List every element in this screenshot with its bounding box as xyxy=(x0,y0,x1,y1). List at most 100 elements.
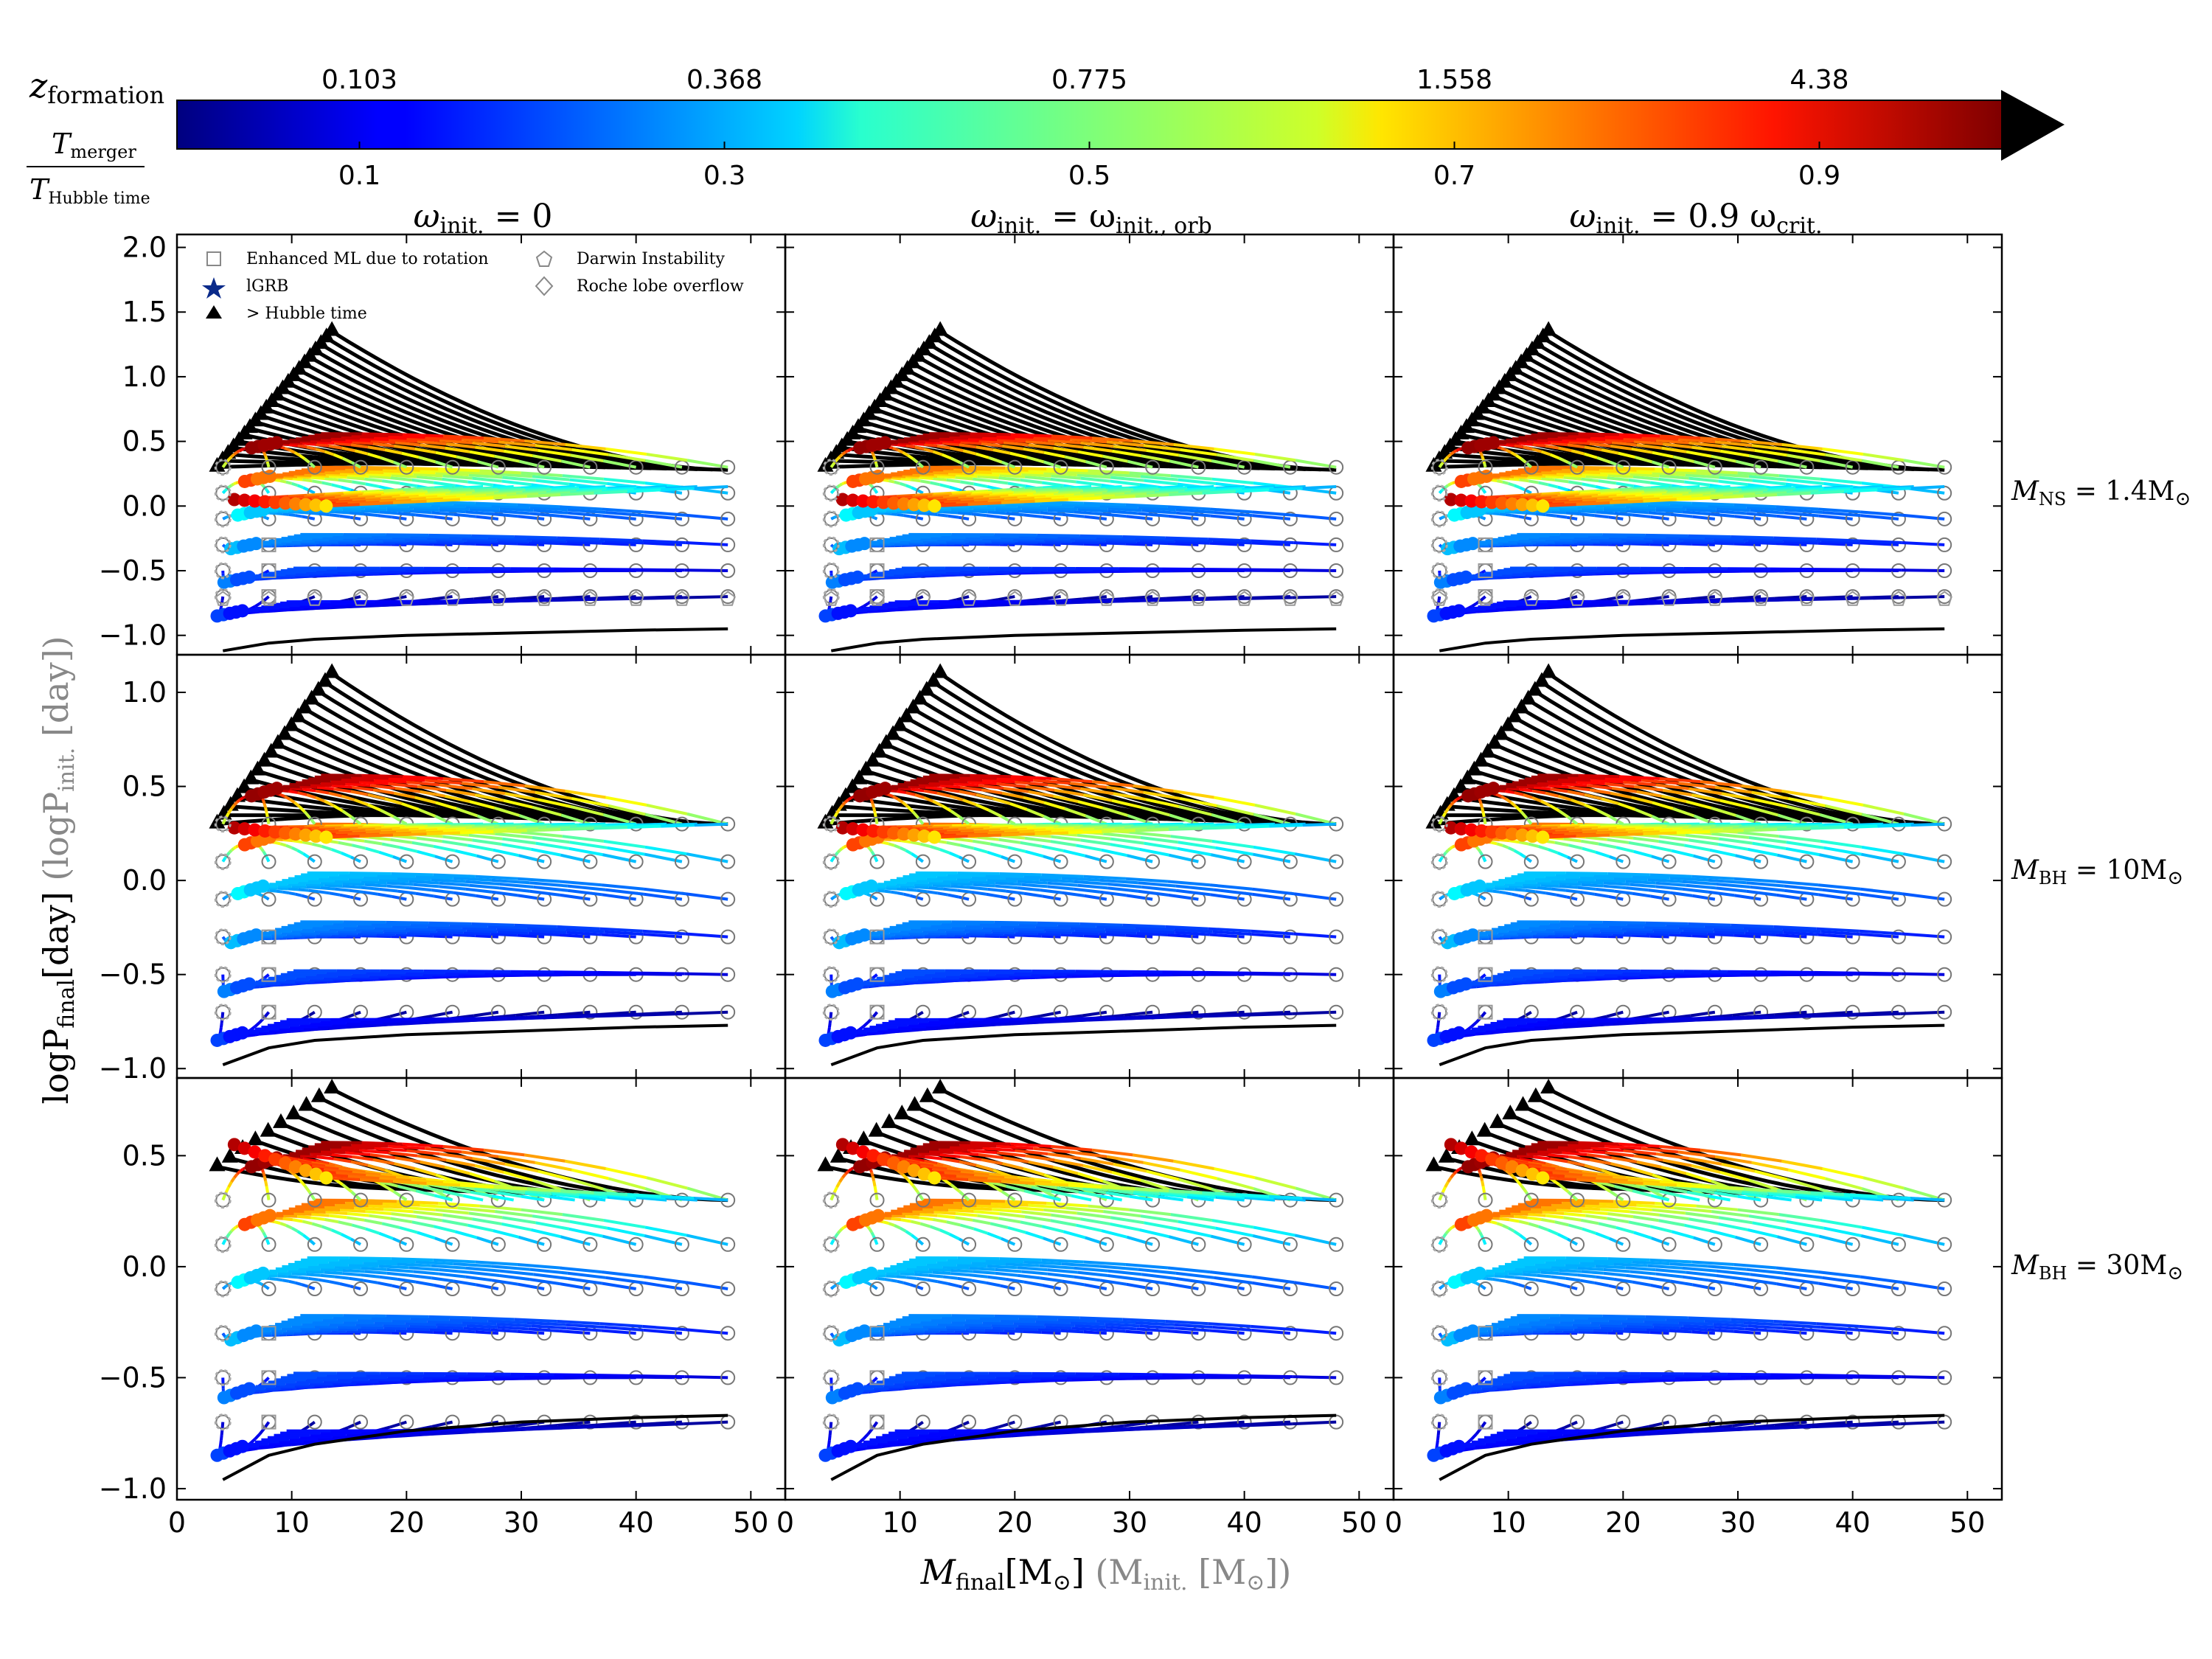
binary-track xyxy=(433,844,456,852)
transition-track xyxy=(1877,487,1911,492)
binary-track xyxy=(439,881,470,887)
binary-track xyxy=(939,848,950,855)
binary-track xyxy=(941,453,952,460)
binary-track xyxy=(1062,512,1085,518)
enhanced-ml-marker xyxy=(1478,563,1493,578)
binary-track xyxy=(1215,846,1253,856)
binary-track xyxy=(373,779,407,784)
binary-track xyxy=(260,848,265,852)
binary-track xyxy=(874,490,879,494)
binary-track xyxy=(1519,442,1533,446)
binary-track xyxy=(1650,515,1669,521)
binary-track xyxy=(394,441,420,447)
binary-track xyxy=(1071,931,1099,936)
initial-point xyxy=(1099,854,1114,869)
hubble-time-marker xyxy=(877,734,894,749)
binary-track xyxy=(1662,442,1692,449)
binary-track xyxy=(565,442,606,451)
track-over-hubble xyxy=(878,751,1166,821)
binary-track xyxy=(1606,595,1624,602)
binary-track xyxy=(1814,568,1858,571)
hubble-time-marker xyxy=(283,716,300,731)
transition-track xyxy=(1622,490,1644,495)
binary-track xyxy=(227,456,233,461)
binary-track xyxy=(1623,437,1657,442)
binary-track xyxy=(560,893,591,901)
binary-track xyxy=(976,469,1011,473)
binary-track xyxy=(1585,474,1607,480)
initial-point xyxy=(720,537,736,552)
binary-track xyxy=(434,855,453,863)
binary-track xyxy=(1859,539,1902,545)
binary-track xyxy=(1549,453,1560,460)
final-point xyxy=(1464,494,1478,508)
binary-track xyxy=(475,874,518,880)
binary-track xyxy=(948,851,960,859)
binary-track xyxy=(1167,933,1199,939)
binary-track xyxy=(830,543,833,547)
transition-track xyxy=(497,486,521,491)
binary-track xyxy=(937,474,956,479)
final-point xyxy=(309,498,323,512)
binary-track xyxy=(1481,487,1485,492)
binary-track xyxy=(1251,887,1295,896)
binary-track xyxy=(1119,970,1163,974)
binary-track xyxy=(411,479,434,484)
binary-track xyxy=(962,799,977,807)
binary-track xyxy=(442,776,484,784)
binary-track xyxy=(378,514,393,519)
binary-track xyxy=(524,439,566,446)
lgrb-marker xyxy=(822,459,840,476)
binary-track xyxy=(1175,884,1214,891)
final-point xyxy=(1536,499,1550,513)
binary-track xyxy=(641,568,685,572)
plot-area xyxy=(209,663,736,1066)
transition-track xyxy=(1614,487,1633,492)
binary-track xyxy=(334,887,349,892)
binary-track xyxy=(1604,438,1635,443)
binary-track xyxy=(567,888,602,897)
transition-track xyxy=(361,489,380,494)
binary-track xyxy=(999,473,1026,479)
binary-track xyxy=(1565,511,1581,516)
initial-point xyxy=(445,854,460,869)
binary-track xyxy=(1863,453,1905,462)
binary-track xyxy=(501,479,532,487)
binary-track xyxy=(925,786,943,791)
binary-track xyxy=(1125,503,1169,509)
binary-track xyxy=(461,437,498,444)
binary-track xyxy=(1209,507,1253,514)
binary-track xyxy=(435,928,467,933)
binary-track xyxy=(417,807,437,818)
binary-track xyxy=(971,512,987,518)
binary-track xyxy=(276,512,283,515)
panel-r1-c2 xyxy=(784,233,1395,656)
binary-track xyxy=(998,595,1015,602)
binary-track xyxy=(1611,441,1637,447)
transition-track xyxy=(1006,487,1025,492)
binary-track xyxy=(1733,503,1777,509)
binary-track xyxy=(1708,504,1747,509)
x-axis-label: Mfinal[M⊙] (Minit. [M⊙]) xyxy=(920,1552,1292,1596)
initial-point xyxy=(1615,459,1631,475)
binary-track xyxy=(1860,510,1903,517)
binary-track xyxy=(1589,442,1611,448)
binary-track xyxy=(969,509,988,514)
initial-point xyxy=(720,967,736,982)
binary-track xyxy=(967,437,997,442)
binary-track xyxy=(514,535,557,540)
binary-track xyxy=(1824,453,1863,462)
binary-track xyxy=(883,478,889,483)
binary-track xyxy=(431,1010,453,1018)
binary-track xyxy=(420,468,458,473)
binary-track xyxy=(1491,478,1498,483)
binary-track xyxy=(1731,535,1774,540)
y-tick-label: 0.5 xyxy=(122,771,167,803)
binary-track xyxy=(987,510,1006,515)
binary-track xyxy=(1816,538,1860,543)
binary-track xyxy=(941,804,952,813)
binary-track xyxy=(388,434,425,439)
binary-track xyxy=(869,848,873,852)
final-point xyxy=(279,496,293,510)
binary-track xyxy=(1026,807,1045,818)
